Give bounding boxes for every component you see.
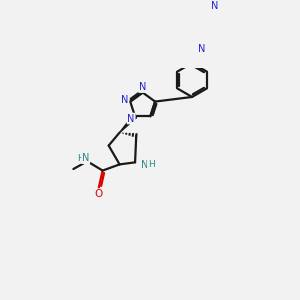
Text: O: O	[95, 189, 103, 200]
Text: N: N	[128, 113, 135, 124]
Text: N: N	[139, 82, 146, 92]
Text: N: N	[82, 153, 89, 163]
Text: H: H	[148, 160, 154, 169]
Text: H: H	[77, 154, 84, 163]
Text: N: N	[121, 95, 128, 105]
Text: N: N	[198, 44, 205, 54]
Text: N: N	[211, 2, 218, 11]
Polygon shape	[120, 115, 136, 133]
Text: N: N	[141, 160, 149, 170]
